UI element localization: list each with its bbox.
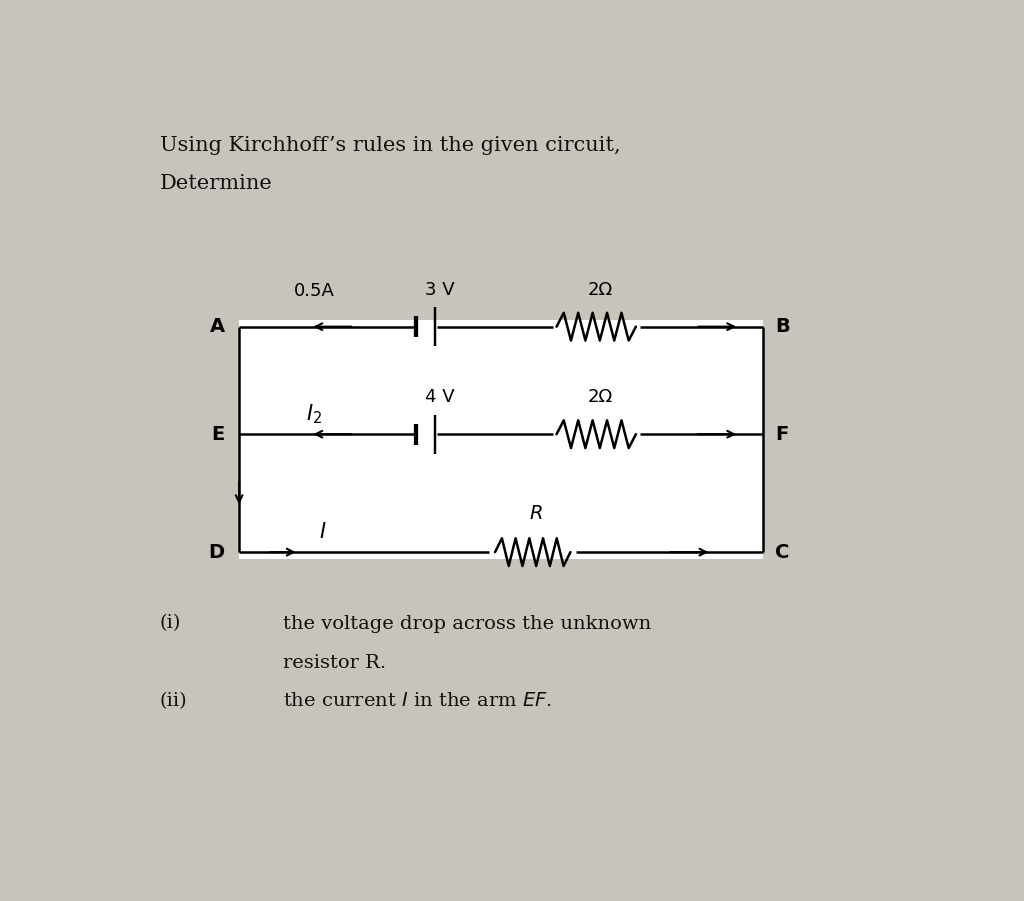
Text: 4 V: 4 V [425, 388, 455, 406]
Text: B: B [775, 317, 790, 336]
Text: 3 V: 3 V [425, 281, 455, 299]
Text: A: A [210, 317, 225, 336]
Text: 2Ω: 2Ω [588, 388, 612, 406]
Text: R: R [530, 504, 544, 523]
Text: (i): (i) [160, 614, 181, 633]
Text: resistor R.: resistor R. [283, 654, 386, 672]
Text: the voltage drop across the unknown: the voltage drop across the unknown [283, 614, 651, 633]
Text: $I$: $I$ [318, 522, 327, 542]
Text: 2Ω: 2Ω [588, 281, 612, 299]
Text: Determine: Determine [160, 174, 272, 193]
Text: Using Kirchhoff’s rules in the given circuit,: Using Kirchhoff’s rules in the given cir… [160, 136, 621, 155]
Text: E: E [212, 424, 225, 443]
Text: F: F [775, 424, 788, 443]
Text: $I_2$: $I_2$ [306, 402, 323, 426]
Text: D: D [209, 542, 225, 561]
Text: (ii): (ii) [160, 692, 187, 710]
Text: C: C [775, 542, 790, 561]
Text: 0.5A: 0.5A [294, 282, 335, 300]
Bar [240, 320, 763, 559]
Text: the current $I$ in the arm $EF$.: the current $I$ in the arm $EF$. [283, 692, 552, 710]
